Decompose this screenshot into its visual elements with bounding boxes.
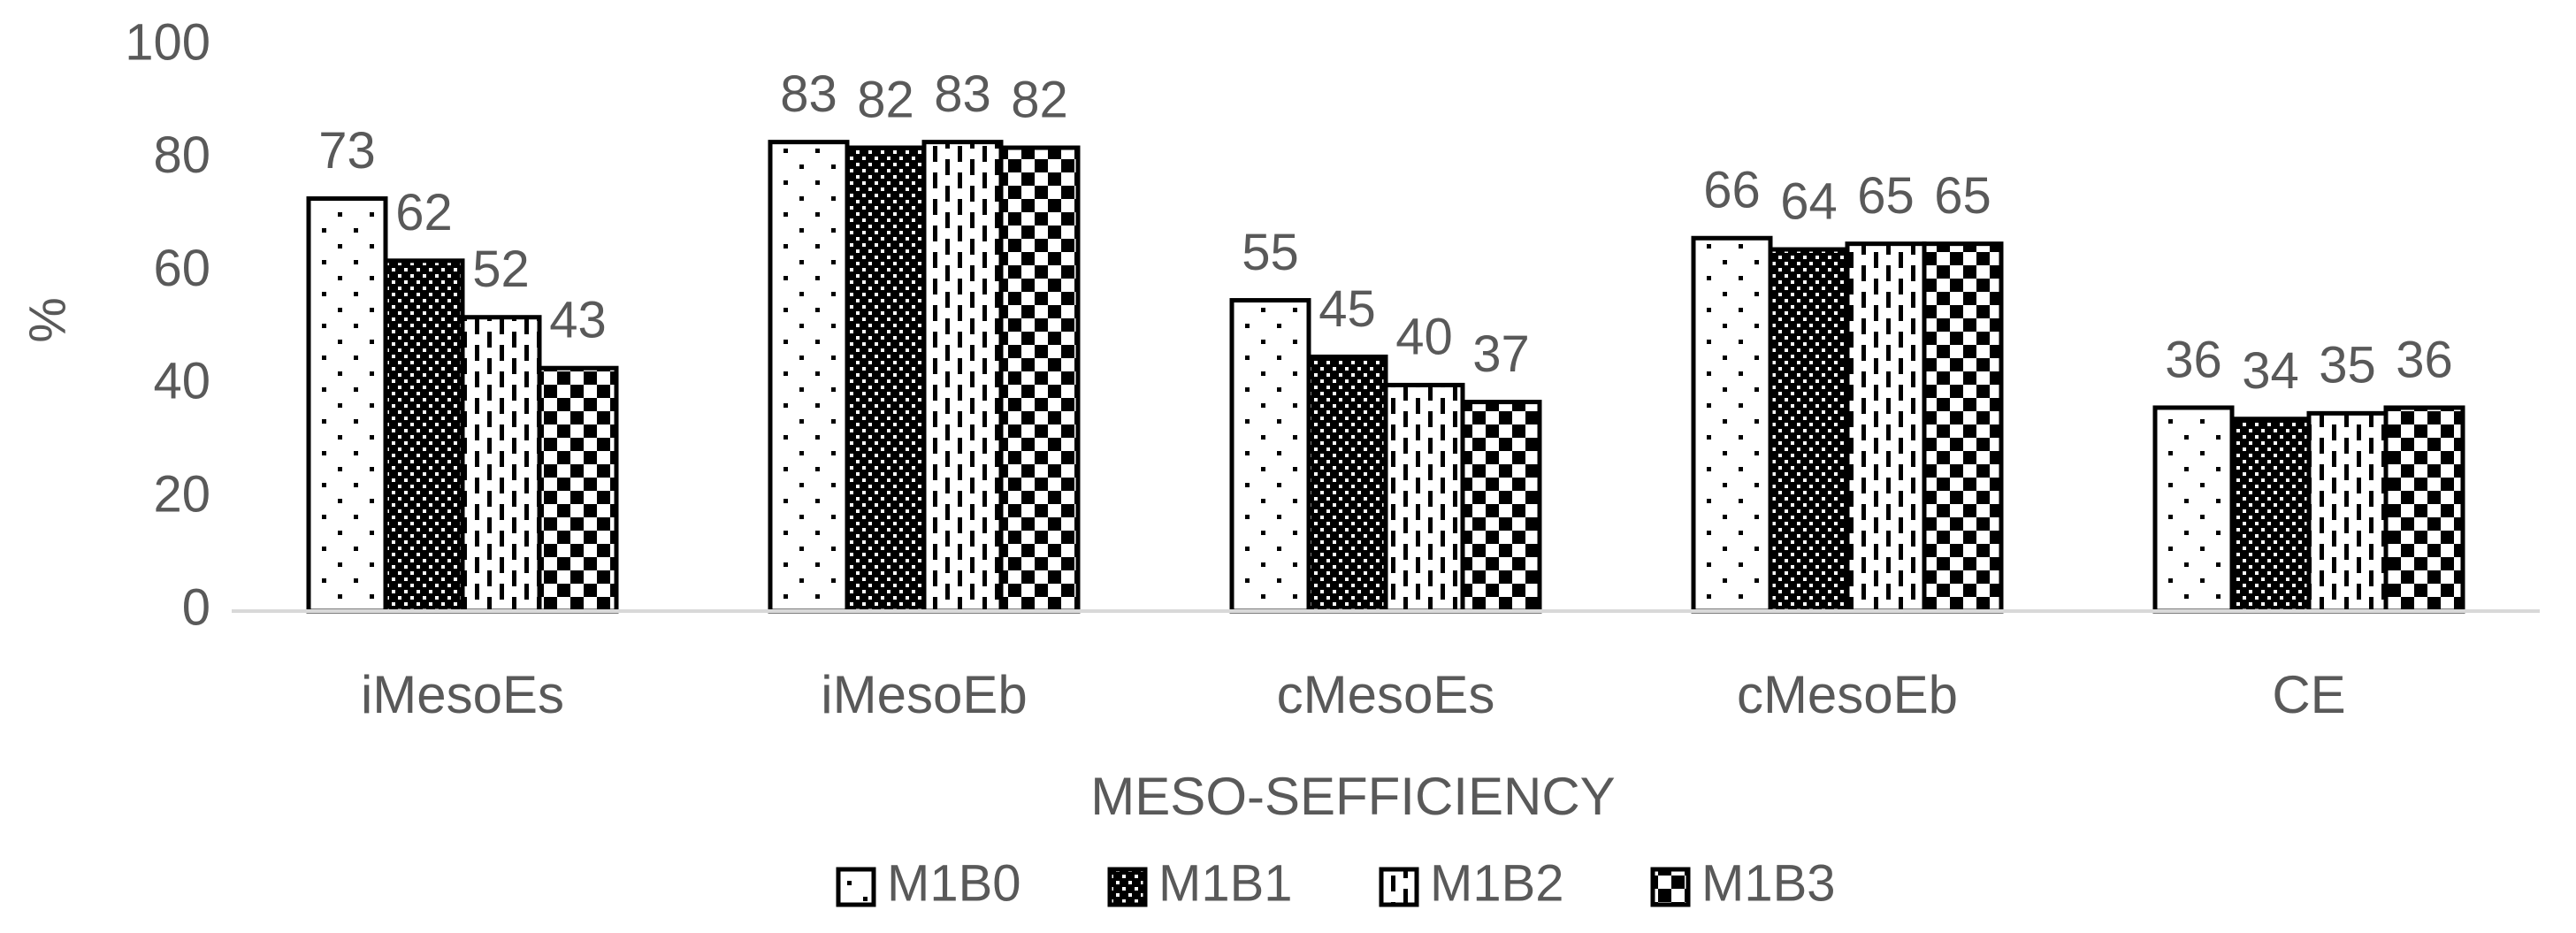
x-axis-title: MESO-SEFFICIENCY: [1090, 767, 1615, 826]
bar: [2229, 417, 2312, 614]
legend-label: M1B0: [887, 854, 1021, 912]
data-label: 64: [1780, 172, 1838, 230]
legend-swatch: [1379, 867, 1419, 907]
data-label: 55: [1242, 224, 1299, 281]
x-tick-label: iMesoEb: [821, 665, 1027, 724]
bar: [768, 140, 850, 614]
data-label: 83: [780, 65, 837, 123]
legend-swatch: [1107, 867, 1148, 907]
data-label: 62: [395, 184, 453, 241]
legend-swatch: [836, 867, 876, 907]
data-label: 52: [472, 241, 530, 298]
bar: [921, 140, 1004, 614]
data-label: 36: [2165, 331, 2222, 388]
bar: [383, 258, 465, 614]
y-tick-label: 20: [153, 466, 210, 524]
data-label: 65: [1934, 167, 1991, 225]
bar: [2152, 405, 2235, 614]
data-label: 82: [857, 71, 914, 128]
y-tick-label: 80: [153, 126, 210, 184]
data-label: 37: [1472, 325, 1530, 383]
legend-label: M1B3: [1701, 854, 1836, 912]
data-label: 43: [549, 292, 607, 349]
y-tick-label: 100: [125, 13, 210, 71]
data-label: 40: [1395, 309, 1453, 366]
data-label: 82: [1011, 71, 1068, 128]
bar: [2383, 405, 2465, 614]
legend-swatch: [1650, 867, 1691, 907]
bar: [537, 365, 619, 614]
x-tick-label: CE: [2272, 665, 2345, 724]
bar: [845, 145, 927, 614]
data-label: 73: [318, 122, 376, 180]
x-tick-label: cMesoEb: [1737, 665, 1958, 724]
data-label: 45: [1319, 280, 1376, 338]
bar: [460, 315, 542, 614]
bar: [998, 145, 1081, 614]
data-label: 34: [2242, 342, 2299, 400]
y-axis-title: %: [19, 297, 76, 343]
y-tick-label: 60: [153, 240, 210, 297]
bar: [1922, 241, 2004, 614]
bar: [2306, 410, 2389, 614]
bar: [1845, 241, 1927, 614]
bar: [1460, 400, 1542, 614]
data-label: 35: [2319, 337, 2376, 394]
bar: [306, 196, 388, 614]
bar: [1691, 235, 1773, 614]
bar: [1768, 247, 1850, 614]
data-label: 65: [1857, 167, 1915, 225]
y-tick-label: 40: [153, 353, 210, 410]
x-tick-label: cMesoEs: [1277, 665, 1495, 724]
legend-label: M1B1: [1158, 854, 1293, 912]
bar: [1383, 382, 1465, 614]
x-tick-label: iMesoEs: [361, 665, 564, 724]
legend-label: M1B2: [1430, 854, 1564, 912]
bar: [1306, 354, 1388, 614]
data-label: 36: [2396, 331, 2453, 388]
bar: [1229, 298, 1311, 614]
data-label: 66: [1703, 162, 1761, 219]
data-label: 83: [934, 65, 991, 123]
y-tick-label: 0: [182, 578, 210, 636]
